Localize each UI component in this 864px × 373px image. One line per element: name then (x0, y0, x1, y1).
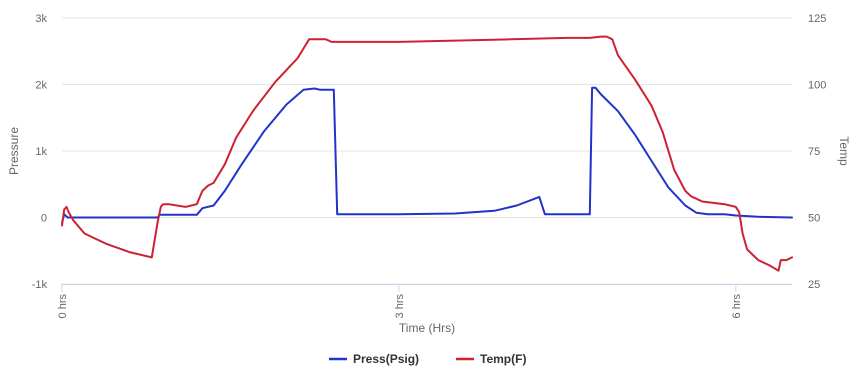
x-tick-label: 6 hrs (731, 294, 743, 319)
y-left-tick-label: 2k (35, 80, 47, 92)
x-tick-label: 0 hrs (57, 294, 69, 319)
legend-item-pressure[interactable]: Press(Psig) (329, 352, 419, 366)
grid-lines (62, 17, 792, 285)
x-tick-label: 3 hrs (394, 294, 406, 319)
legend-label: Press(Psig) (353, 352, 419, 366)
legend-label: Temp(F) (480, 352, 526, 366)
y-left-axis-title: Pressure (7, 127, 21, 175)
series-line-temperature (61, 35, 793, 272)
y-right-axis-title: Temp (837, 136, 851, 166)
axes: -1k 0 1k 2k 3k 25 50 75 100 125 0 hrs 3 hrs 6 hrs Tim… (7, 13, 851, 335)
y-left-tick-label: 1k (35, 146, 47, 158)
y-right-tick-label: 50 (808, 213, 820, 225)
y-right-tick-label: 100 (808, 80, 826, 92)
y-left-tick-label: 3k (35, 13, 47, 25)
y-right-tick-label: 125 (808, 13, 826, 25)
legend-item-temperature[interactable]: Temp(F) (456, 352, 526, 366)
y-right-tick-label: 25 (808, 279, 820, 291)
legend[interactable]: Press(Psig) Temp(F) (329, 352, 526, 366)
series-line-pressure (61, 86, 793, 224)
y-right-tick-label: 75 (808, 146, 820, 158)
series-lines (61, 35, 793, 272)
y-left-tick-label: 0 (41, 213, 47, 225)
x-axis-title: Time (Hrs) (399, 321, 455, 335)
y-left-tick-label: -1k (32, 279, 48, 291)
